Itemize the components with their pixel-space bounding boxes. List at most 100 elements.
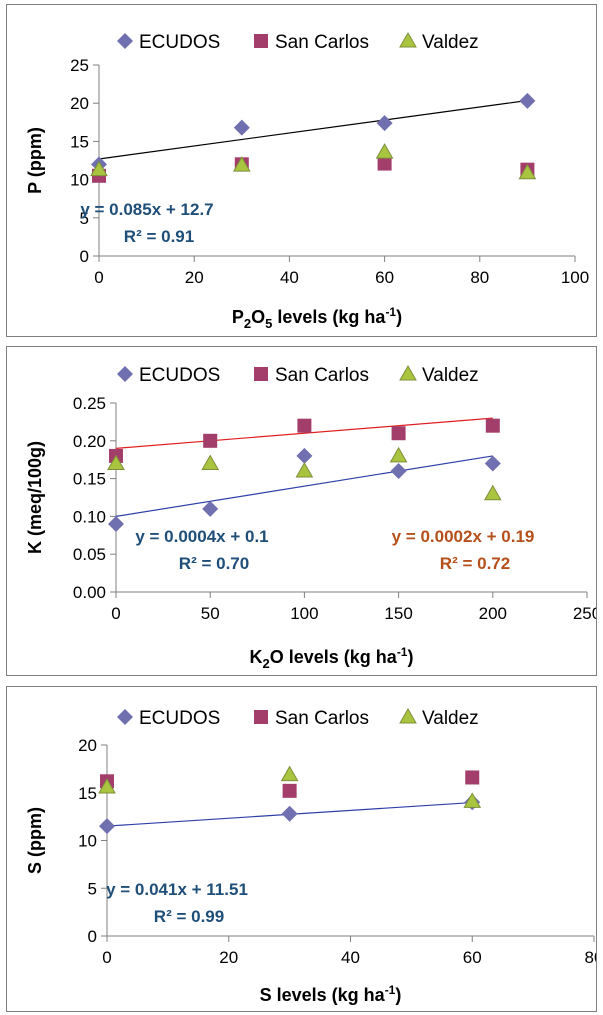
chart-k-svg: ECUDOS San Carlos Valdez 0.00 0.05 0.10 0.15 0.… <box>25 364 596 671</box>
y-tick-label: 5 <box>80 209 89 228</box>
data-point <box>485 418 500 433</box>
trend-equation: y = 0.041x + 11.51 <box>106 880 248 899</box>
series-san-carlos <box>92 156 535 183</box>
legend: ECUDOS San Carlos Valdez <box>117 364 479 386</box>
data-point <box>296 447 313 464</box>
r-squared-label: R² = 0.72 <box>440 554 510 573</box>
legend-marker-ecudos <box>117 709 133 725</box>
legend-marker-san-carlos <box>254 710 268 724</box>
data-point <box>201 454 220 470</box>
y-tick-label: 0.15 <box>73 470 106 489</box>
trendline <box>115 417 493 449</box>
legend-marker-ecudos <box>117 33 133 49</box>
x-tick-label: 100 <box>290 604 318 623</box>
data-point <box>483 484 502 501</box>
y-tick-label: 20 <box>78 736 97 755</box>
x-tick-label: 250 <box>573 604 596 623</box>
data-point <box>98 778 116 794</box>
data-point <box>377 156 392 171</box>
series-san-carlos <box>109 418 500 463</box>
legend-marker-valdez <box>399 364 417 381</box>
y-tick-label: 0 <box>80 247 89 266</box>
series-ecudos <box>91 92 536 173</box>
y-tick-label: 0 <box>88 927 97 946</box>
x-tick-label: 60 <box>375 268 394 287</box>
y-tick-label: 10 <box>78 832 97 851</box>
legend-label: San Carlos <box>275 32 369 53</box>
x-tick-label: 80 <box>470 268 489 287</box>
series-valdez <box>90 143 537 180</box>
y-tick-label: 0.25 <box>73 394 106 413</box>
data-point <box>463 792 482 808</box>
data-point <box>389 446 408 463</box>
series-ecudos <box>108 447 501 532</box>
y-tick-label: 10 <box>70 171 89 190</box>
data-point <box>390 463 407 480</box>
y-tick-label: 25 <box>70 56 89 75</box>
y-tick-label: 15 <box>70 132 89 151</box>
data-point <box>107 454 125 470</box>
trend-equation: y = 0.0002x + 0.19 <box>392 527 535 546</box>
data-point <box>375 143 394 159</box>
x-tick-label: 0 <box>111 604 120 623</box>
legend-marker-san-carlos <box>254 367 268 381</box>
y-tick-label: 0.20 <box>73 432 106 451</box>
data-point <box>108 515 124 532</box>
trend-equation: y = 0.0004x + 0.1 <box>135 527 268 546</box>
series-valdez <box>98 765 482 808</box>
r-squared-label: R² = 0.99 <box>154 907 224 926</box>
trendline <box>98 99 528 160</box>
legend-label: Valdez <box>422 365 479 386</box>
x-tick-label: 20 <box>219 948 238 967</box>
chart-panel-p: ECUDOS San Carlos Valdez 0 5 10 15 20 25 0 20 40 60 8… <box>6 4 597 337</box>
x-tick-label: 0 <box>94 268 103 287</box>
y-tick-label: 0.00 <box>73 583 106 602</box>
legend-marker-valdez <box>399 707 417 724</box>
data-point <box>202 500 219 517</box>
data-point <box>518 163 537 180</box>
y-tick-label: 5 <box>88 879 97 898</box>
y-tick-label: 15 <box>78 784 97 803</box>
data-point <box>281 805 298 822</box>
data-point <box>295 462 314 478</box>
chart-panel-s: ECUDOS San Carlos Valdez 0 5 10 15 20 0 20 40 60 80 S… <box>6 686 597 1012</box>
data-point <box>465 770 480 785</box>
legend-marker-valdez <box>399 31 417 48</box>
x-tick-label: 150 <box>384 604 412 623</box>
legend: ECUDOS San Carlos Valdez <box>117 707 479 729</box>
data-point <box>519 92 536 109</box>
x-axis-label: S levels (kg ha-1) <box>260 983 402 1005</box>
x-tick-label: 80 <box>585 948 596 967</box>
legend-marker-san-carlos <box>254 34 268 48</box>
data-point <box>99 818 115 835</box>
data-point <box>233 119 250 136</box>
r-squared-label: R² = 0.70 <box>179 554 249 573</box>
data-point <box>232 156 251 172</box>
chart-s-svg: ECUDOS San Carlos Valdez 0 5 10 15 20 0 20 40 60 80 S… <box>25 707 596 1005</box>
r-squared-label: R² = 0.91 <box>124 227 194 246</box>
legend-label: Valdez <box>422 708 479 729</box>
data-point <box>203 433 218 448</box>
legend-label: San Carlos <box>275 708 369 729</box>
trendline <box>115 455 493 517</box>
legend-label: San Carlos <box>275 365 369 386</box>
data-point <box>297 418 312 433</box>
data-point <box>391 426 406 441</box>
legend-label: ECUDOS <box>139 708 220 729</box>
series-valdez <box>107 446 502 501</box>
y-axis-label: S (ppm) <box>25 807 45 874</box>
y-axis-label: K (meq/100g) <box>25 441 45 554</box>
x-axis-label: P2O5 levels (kg ha-1) <box>232 305 402 331</box>
legend-label: ECUDOS <box>139 365 220 386</box>
x-tick-label: 40 <box>280 268 299 287</box>
x-tick-label: 100 <box>561 268 589 287</box>
y-tick-label: 0.05 <box>73 545 106 564</box>
x-tick-label: 200 <box>479 604 507 623</box>
x-axis-label: K2O levels (kg ha-1) <box>250 645 414 671</box>
y-tick-label: 0.10 <box>73 507 106 526</box>
trend-equation: y = 0.085x + 12.7 <box>80 200 213 219</box>
legend-marker-ecudos <box>117 366 133 382</box>
legend: ECUDOS San Carlos Valdez <box>117 31 479 53</box>
legend-label: ECUDOS <box>139 32 220 53</box>
y-axis-label: P (ppm) <box>25 127 45 194</box>
